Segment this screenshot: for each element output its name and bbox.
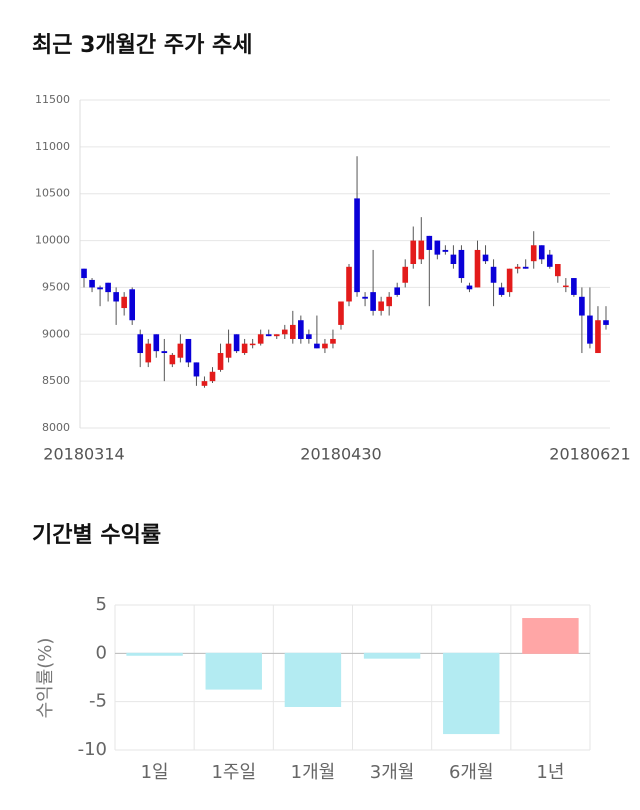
candle-body — [145, 343, 152, 363]
candle-body — [522, 266, 529, 269]
candle-body — [579, 296, 585, 316]
candle-body — [386, 296, 392, 307]
candle-body — [185, 338, 192, 363]
y-tick-label: -10 — [78, 739, 107, 760]
y-tick-label: 11500 — [35, 93, 70, 106]
candle-body — [418, 240, 425, 260]
bar — [205, 652, 262, 690]
x-tick-label: 1주일 — [211, 762, 256, 783]
candle-body — [241, 343, 248, 354]
candle-body — [554, 264, 561, 277]
candle-body — [378, 301, 384, 311]
candle-body — [370, 292, 376, 311]
candle-body — [442, 249, 449, 252]
y-tick-label: -5 — [89, 691, 107, 712]
candle-body — [273, 334, 280, 337]
bar — [363, 652, 421, 659]
candle-body — [217, 353, 224, 370]
candle-body — [169, 354, 176, 365]
y-tick-label: 9000 — [42, 327, 70, 340]
x-tick-label: 6개월 — [449, 762, 494, 783]
y-tick-label: 8500 — [42, 374, 70, 387]
candle-body — [474, 249, 481, 288]
candle-body — [394, 287, 401, 295]
candle-body — [121, 296, 127, 309]
candle-body — [482, 254, 489, 262]
candle-body — [201, 381, 208, 386]
candle-body — [289, 324, 296, 339]
x-tick-label: 1년 — [536, 762, 564, 783]
candle-body — [129, 289, 136, 321]
candle-body — [257, 334, 264, 344]
bar — [443, 652, 500, 735]
candle-body — [546, 254, 553, 267]
candle-body — [595, 320, 601, 354]
candle-body — [330, 338, 336, 344]
candle-body — [89, 279, 95, 288]
candle-body — [338, 301, 344, 325]
candle-body — [161, 351, 168, 354]
candle-body — [225, 343, 232, 358]
candle-body — [97, 287, 103, 290]
x-tick-label: 20180314 — [43, 445, 124, 464]
candle-body — [298, 320, 304, 339]
bar — [522, 618, 579, 654]
candle-body — [249, 343, 256, 346]
chart-title: 최근 3개월간 주가 추세 — [32, 33, 252, 58]
candle-body — [498, 287, 505, 295]
y-tick-label: 10500 — [35, 187, 70, 200]
y-tick-label: 11000 — [35, 140, 70, 153]
candle-body — [354, 198, 360, 293]
candle-body — [346, 266, 352, 302]
candle-body — [233, 334, 240, 352]
y-tick-label: 8000 — [42, 421, 70, 434]
y-axis-label: 수익률(%) — [35, 638, 56, 719]
candle-body — [458, 249, 465, 279]
y-tick-label: 10000 — [35, 234, 70, 247]
candle-body — [466, 285, 473, 290]
chart-title: 기간별 수익률 — [32, 523, 161, 548]
candle-body — [306, 334, 312, 339]
candle-body — [137, 334, 144, 354]
candle-body — [506, 268, 513, 293]
candle-body — [362, 296, 368, 299]
x-tick-label: 1일 — [141, 762, 169, 783]
candle-body — [281, 329, 288, 335]
x-tick-label: 1개월 — [291, 762, 336, 783]
candle-body — [113, 292, 119, 302]
candle-body — [571, 278, 577, 295]
candle-body — [563, 285, 569, 288]
candle-body — [538, 245, 545, 260]
candle-body — [514, 266, 521, 269]
candle-body — [209, 371, 216, 382]
candle-body — [193, 362, 200, 377]
candle-body — [322, 343, 328, 349]
y-tick-label: 5 — [96, 594, 107, 615]
candle-body — [603, 320, 609, 325]
x-tick-label: 20180621 — [549, 445, 630, 464]
y-tick-label: 9500 — [42, 280, 70, 293]
candle-body — [314, 343, 320, 349]
candle-body — [265, 334, 272, 337]
candle-body — [450, 254, 457, 264]
candle-body — [402, 266, 409, 283]
candle-body — [105, 282, 111, 293]
candle-body — [177, 343, 184, 358]
bar — [284, 652, 342, 707]
candle-body — [81, 268, 87, 279]
y-tick-label: 0 — [96, 642, 107, 663]
x-tick-label: 20180430 — [300, 445, 381, 464]
bar — [126, 652, 183, 656]
candle-body — [490, 266, 497, 283]
candle-body — [153, 334, 160, 352]
x-tick-label: 3개월 — [370, 762, 415, 783]
candle-body — [410, 240, 417, 264]
candle-body — [434, 240, 441, 255]
candle-body — [587, 315, 593, 344]
candle-body — [426, 235, 433, 250]
candle-body — [530, 245, 537, 262]
